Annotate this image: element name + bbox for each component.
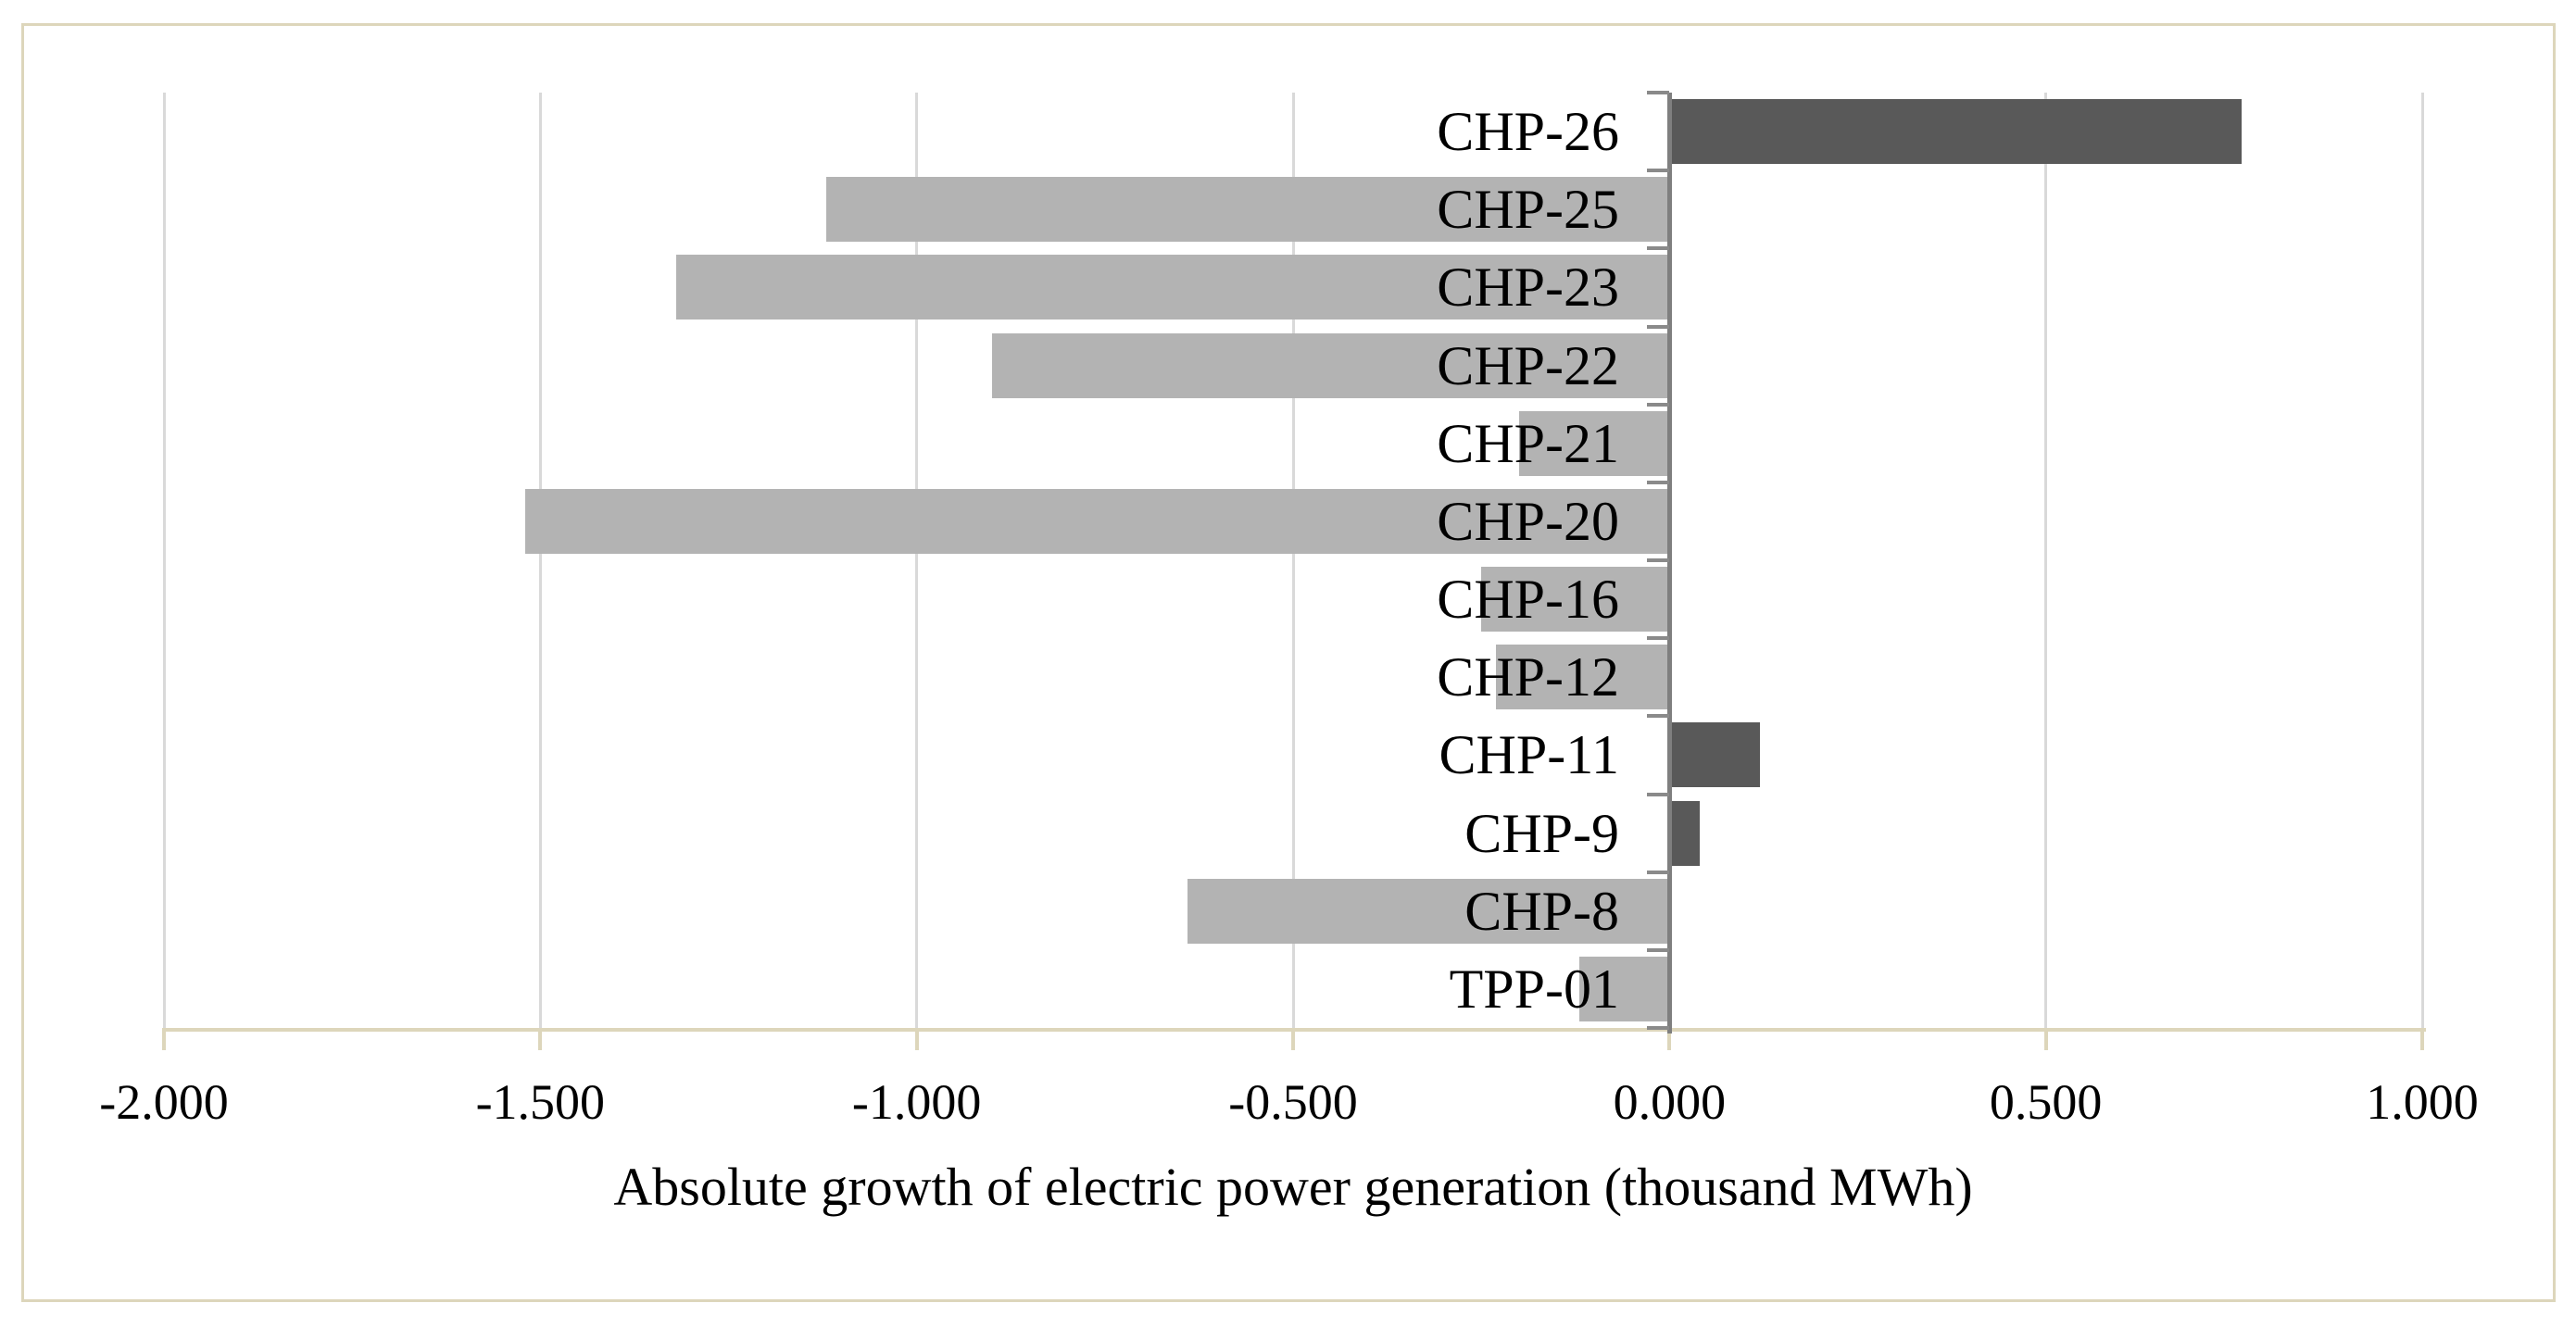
category-label-TPP-01: TPP-01 [1449, 958, 1619, 1020]
category-label-CHP-11: CHP-11 [1439, 724, 1619, 786]
category-label-CHP-9: CHP-9 [1464, 802, 1619, 864]
x-axis-tick [2420, 1028, 2424, 1050]
category-label-CHP-20: CHP-20 [1437, 490, 1619, 552]
bar-CHP-23 [675, 255, 1670, 320]
category-label-CHP-26: CHP-26 [1437, 101, 1619, 162]
category-axis-tick [1647, 636, 1670, 641]
bar-TPP-01 [1578, 956, 1670, 1021]
bar-CHP-11 [1669, 722, 1760, 788]
bar-CHP-20 [525, 488, 1670, 554]
category-axis-tick [1647, 947, 1670, 952]
gridline [2044, 93, 2048, 1028]
gridline [1291, 93, 1295, 1028]
bar-CHP-12 [1496, 645, 1670, 710]
x-tick-label: -2.000 [99, 1074, 229, 1130]
category-axis-tick [1647, 91, 1670, 94]
category-axis-tick [1647, 480, 1670, 484]
x-axis-line [164, 1028, 2426, 1032]
bar-CHP-21 [1518, 410, 1670, 476]
category-label-CHP-21: CHP-21 [1437, 412, 1619, 474]
category-label-CHP-25: CHP-25 [1437, 179, 1619, 241]
bar-CHP-26 [1669, 99, 2242, 165]
x-tick-label: 1.000 [2366, 1074, 2479, 1130]
category-axis-tick [1647, 402, 1670, 407]
bar-CHP-25 [826, 177, 1670, 243]
gridline [2420, 93, 2424, 1028]
category-axis-tick [1647, 324, 1670, 329]
x-tick-label: 0.000 [1613, 1074, 1727, 1130]
category-label-CHP-8: CHP-8 [1464, 880, 1619, 942]
x-axis-tick [1667, 1028, 1672, 1050]
category-label-CHP-12: CHP-12 [1437, 646, 1619, 708]
gridline [915, 93, 919, 1028]
x-axis-tick [538, 1028, 543, 1050]
x-axis-title: Absolute growth of electric power genera… [613, 1157, 1973, 1217]
x-tick-label: -1.000 [851, 1074, 982, 1130]
category-label-CHP-22: CHP-22 [1437, 334, 1619, 396]
category-axis-tick [1647, 1026, 1670, 1030]
category-axis-tick [1647, 246, 1670, 251]
bar-CHP-8 [1187, 878, 1670, 944]
bar-CHP-22 [991, 332, 1670, 398]
x-tick-label: -1.500 [475, 1074, 606, 1130]
category-label-CHP-23: CHP-23 [1437, 257, 1619, 319]
gridline [162, 93, 166, 1028]
x-axis-tick [162, 1028, 166, 1050]
category-axis-tick [1647, 714, 1670, 719]
category-axis-tick [1647, 870, 1670, 874]
category-label-CHP-16: CHP-16 [1437, 569, 1619, 630]
category-axis-line [1667, 93, 1673, 1034]
gridline [538, 93, 542, 1028]
x-tick-label: -0.500 [1228, 1074, 1358, 1130]
category-axis-tick [1647, 792, 1670, 796]
chart-frame-border [21, 23, 2556, 1302]
x-axis-tick [2043, 1028, 2048, 1050]
x-axis-tick [1291, 1028, 1295, 1050]
bar-CHP-16 [1481, 567, 1670, 633]
bar-CHP-9 [1669, 800, 1700, 866]
x-tick-label: 0.500 [1989, 1074, 2103, 1130]
x-axis-tick [914, 1028, 919, 1050]
category-axis-tick [1647, 558, 1670, 562]
category-axis-tick [1647, 169, 1670, 173]
